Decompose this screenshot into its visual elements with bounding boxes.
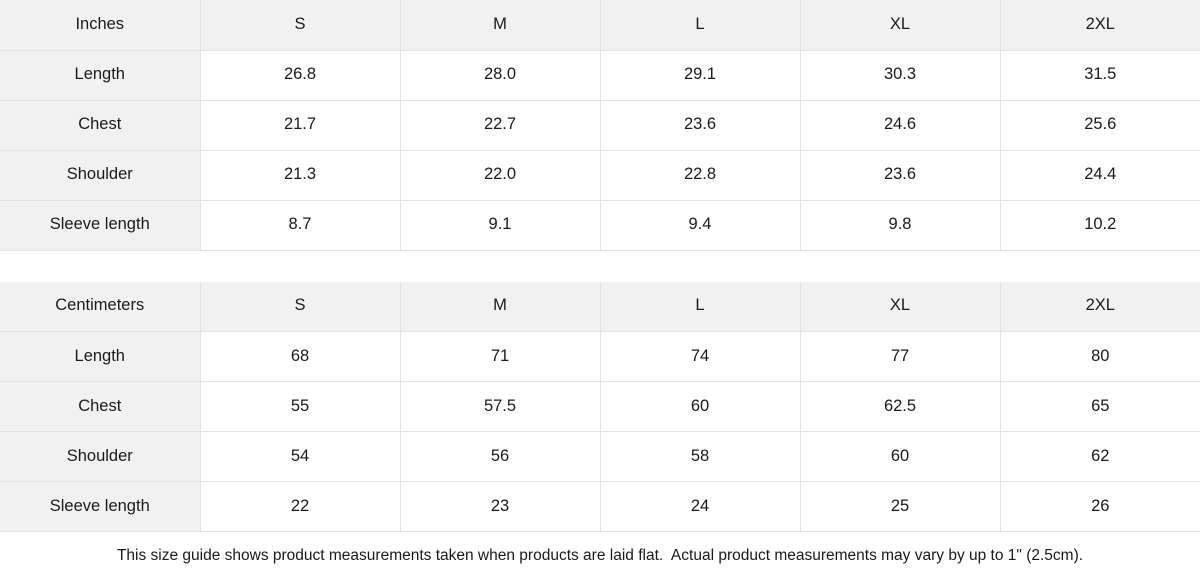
size-header-m: M [400, 281, 601, 332]
row-label-sleeve-length: Sleeve length [0, 481, 201, 532]
cell-chest-2xl: 25.6 [1000, 100, 1200, 151]
size-table-inches-body: Length 26.8 28.0 29.1 30.3 31.5 Chest 21… [0, 50, 1200, 251]
table-row: Shoulder 54 56 58 60 62 [0, 431, 1200, 482]
cell-sleeve-length-2xl: 26 [1000, 481, 1200, 532]
cell-sleeve-length-m: 23 [400, 481, 601, 532]
cell-chest-m: 22.7 [400, 100, 601, 151]
size-header-l: L [600, 0, 801, 51]
cell-shoulder-2xl: 24.4 [1000, 150, 1200, 201]
cell-chest-xl: 62.5 [800, 381, 1001, 432]
header-row: Inches S M L XL 2XL [0, 0, 1200, 51]
cell-shoulder-xl: 23.6 [800, 150, 1001, 201]
cell-shoulder-l: 22.8 [600, 150, 801, 201]
size-table-inches: Inches S M L XL 2XL Length 26.8 28.0 29.… [0, 0, 1200, 251]
cell-shoulder-2xl: 62 [1000, 431, 1200, 482]
cell-sleeve-length-m: 9.1 [400, 200, 601, 251]
size-table-centimeters-header: Centimeters S M L XL 2XL [0, 281, 1200, 332]
table-row: Sleeve length 22 23 24 25 26 [0, 481, 1200, 532]
row-label-length: Length [0, 50, 201, 101]
size-header-2xl: 2XL [1000, 0, 1200, 51]
table-separator [0, 250, 1200, 282]
cell-length-l: 74 [600, 331, 801, 382]
size-header-s: S [200, 0, 401, 51]
row-label-chest: Chest [0, 100, 201, 151]
size-table-centimeters: Centimeters S M L XL 2XL Length 68 71 74… [0, 281, 1200, 532]
cell-shoulder-xl: 60 [800, 431, 1001, 482]
size-table-inches-header: Inches S M L XL 2XL [0, 0, 1200, 51]
cell-chest-l: 23.6 [600, 100, 801, 151]
size-header-2xl: 2XL [1000, 281, 1200, 332]
header-row: Centimeters S M L XL 2XL [0, 281, 1200, 332]
cell-length-xl: 30.3 [800, 50, 1001, 101]
cell-sleeve-length-s: 8.7 [200, 200, 401, 251]
table-row: Chest 21.7 22.7 23.6 24.6 25.6 [0, 100, 1200, 151]
row-label-chest: Chest [0, 381, 201, 432]
cell-chest-s: 55 [200, 381, 401, 432]
size-header-l: L [600, 281, 801, 332]
cell-sleeve-length-l: 9.4 [600, 200, 801, 251]
row-label-length: Length [0, 331, 201, 382]
row-label-sleeve-length: Sleeve length [0, 200, 201, 251]
cell-shoulder-m: 22.0 [400, 150, 601, 201]
cell-length-xl: 77 [800, 331, 1001, 382]
size-header-xl: XL [800, 0, 1001, 51]
cell-sleeve-length-s: 22 [200, 481, 401, 532]
table-row: Length 26.8 28.0 29.1 30.3 31.5 [0, 50, 1200, 101]
row-label-shoulder: Shoulder [0, 150, 201, 201]
cell-shoulder-l: 58 [600, 431, 801, 482]
size-guide-footnote: This size guide shows product measuremen… [0, 532, 1200, 581]
cell-length-2xl: 80 [1000, 331, 1200, 382]
cell-sleeve-length-l: 24 [600, 481, 801, 532]
cell-length-2xl: 31.5 [1000, 50, 1200, 101]
cell-length-s: 68 [200, 331, 401, 382]
cell-chest-l: 60 [600, 381, 801, 432]
size-header-xl: XL [800, 281, 1001, 332]
cell-sleeve-length-xl: 9.8 [800, 200, 1001, 251]
unit-label-centimeters: Centimeters [0, 281, 201, 332]
cell-chest-m: 57.5 [400, 381, 601, 432]
table-row: Length 68 71 74 77 80 [0, 331, 1200, 382]
size-header-m: M [400, 0, 601, 51]
cell-chest-2xl: 65 [1000, 381, 1200, 432]
unit-label-inches: Inches [0, 0, 201, 51]
cell-shoulder-s: 54 [200, 431, 401, 482]
cell-sleeve-length-xl: 25 [800, 481, 1001, 532]
cell-chest-xl: 24.6 [800, 100, 1001, 151]
cell-shoulder-s: 21.3 [200, 150, 401, 201]
row-label-shoulder: Shoulder [0, 431, 201, 482]
table-row: Sleeve length 8.7 9.1 9.4 9.8 10.2 [0, 200, 1200, 251]
cell-sleeve-length-2xl: 10.2 [1000, 200, 1200, 251]
cell-shoulder-m: 56 [400, 431, 601, 482]
table-row: Shoulder 21.3 22.0 22.8 23.6 24.4 [0, 150, 1200, 201]
cell-length-m: 71 [400, 331, 601, 382]
size-table-centimeters-body: Length 68 71 74 77 80 Chest 55 57.5 60 6… [0, 331, 1200, 532]
size-header-s: S [200, 281, 401, 332]
cell-length-l: 29.1 [600, 50, 801, 101]
cell-length-m: 28.0 [400, 50, 601, 101]
table-row: Chest 55 57.5 60 62.5 65 [0, 381, 1200, 432]
cell-length-s: 26.8 [200, 50, 401, 101]
cell-chest-s: 21.7 [200, 100, 401, 151]
